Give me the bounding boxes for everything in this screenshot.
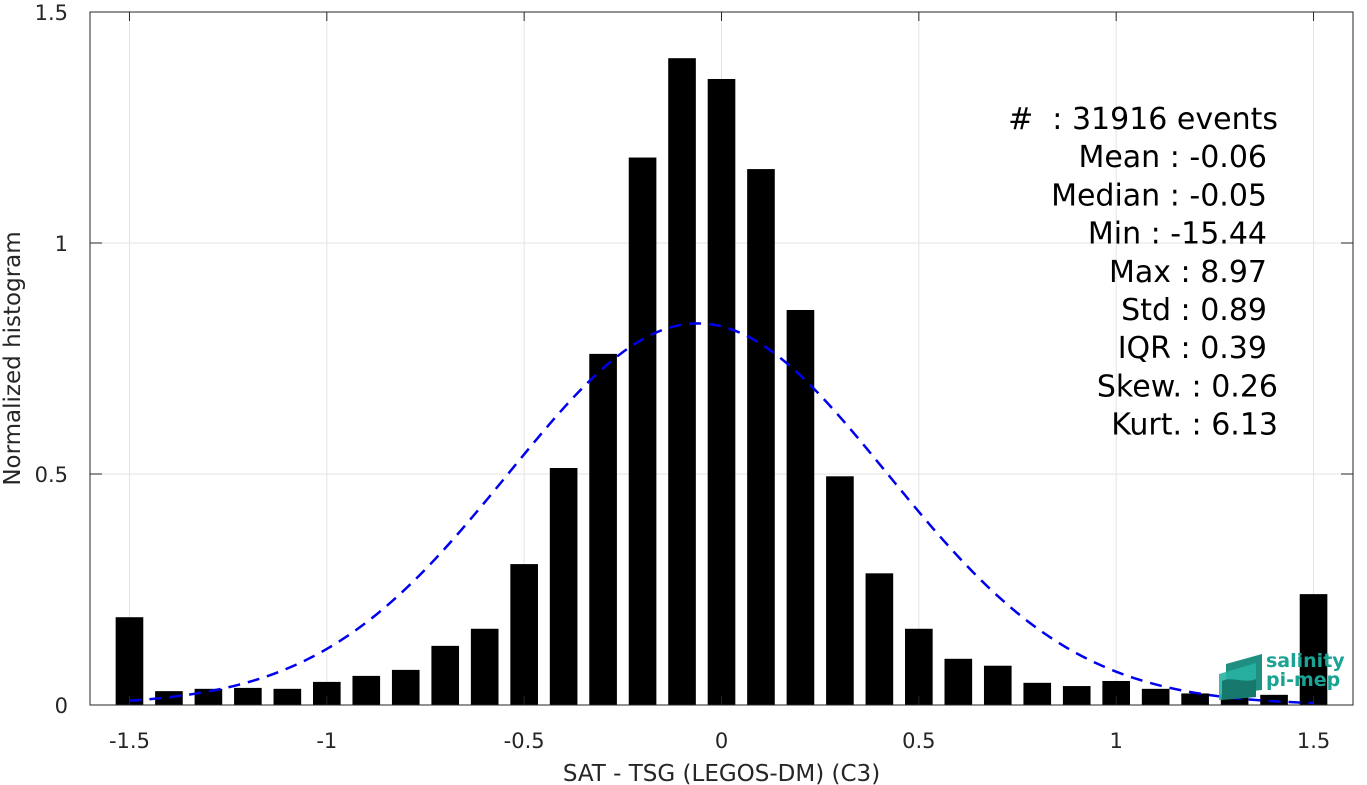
x-tick-label: -1 — [316, 729, 337, 753]
y-tick-label: 1.5 — [35, 1, 68, 25]
histogram-bar — [273, 688, 302, 705]
stat-line: # : 31916 events — [1008, 102, 1278, 137]
histogram-bar — [115, 617, 144, 705]
histogram-bar — [589, 353, 617, 705]
x-tick-label: -0.5 — [504, 729, 545, 753]
histogram-bar — [786, 309, 815, 705]
histogram-bar — [1023, 682, 1052, 705]
y-tick-label: 1 — [55, 232, 68, 256]
histogram-bar — [234, 687, 262, 705]
histogram-bar — [707, 78, 736, 706]
histogram-bar — [1141, 688, 1170, 705]
histogram-bar — [983, 665, 1012, 705]
histogram-bar — [194, 688, 223, 705]
y-tick-labels: 0 0.5 1 1.5 — [35, 1, 68, 718]
stat-line: Kurt. : 6.13 — [1111, 408, 1278, 443]
x-tick-labels: -1.5 -1 -0.5 0 0.5 1 1.5 — [109, 729, 1330, 753]
histogram-bar — [1299, 594, 1328, 705]
histogram-bar — [1220, 694, 1249, 705]
histogram-bar — [826, 476, 854, 705]
stat-line: IQR : 0.39 — [1118, 331, 1267, 366]
histogram-bar — [1260, 694, 1288, 705]
histogram-bars — [115, 58, 1328, 706]
histogram-bar — [510, 564, 538, 705]
y-tick-label: 0.5 — [35, 463, 68, 487]
stat-line: Max : 8.97 — [1109, 255, 1267, 290]
histogram-bar — [668, 58, 696, 705]
histogram-bar — [312, 681, 341, 705]
x-tick-label: 1 — [1110, 729, 1123, 753]
x-axis-label: SAT - TSG (LEGOS-DM) (C3) — [563, 761, 880, 785]
salinity-pi-mep-logo: salinity pi-mep — [1219, 650, 1345, 700]
stat-line: Mean : -0.06 — [1078, 140, 1267, 175]
histogram-bar — [549, 467, 578, 705]
histogram-bar — [391, 669, 420, 705]
histogram-bar — [1062, 686, 1091, 705]
logo-text-salinity: salinity — [1266, 650, 1345, 672]
x-tick-label: -1.5 — [109, 729, 150, 753]
stat-line: Skew. : 0.26 — [1097, 369, 1278, 404]
histogram-bar — [1181, 693, 1209, 705]
histogram-bar — [865, 573, 894, 705]
y-tick-label: 0 — [55, 694, 68, 718]
histogram-bar — [352, 675, 381, 705]
histogram-bar — [470, 628, 499, 705]
logo-mark-icon — [1219, 654, 1262, 700]
x-tick-label: 0 — [715, 729, 728, 753]
x-tick-label: 1.5 — [1297, 729, 1330, 753]
histogram-bar — [628, 157, 657, 705]
stat-line: Median : -0.05 — [1051, 178, 1267, 213]
histogram-bar — [155, 691, 183, 705]
x-tick-label: 0.5 — [902, 729, 935, 753]
y-axis-label: Normalized histogram — [0, 231, 26, 485]
logo-text-pi-mep: pi-mep — [1266, 669, 1340, 691]
stat-line: Min : -15.44 — [1088, 217, 1267, 252]
gaussian-fit-curve — [129, 322, 1314, 705]
axis-ticks — [90, 11, 1353, 706]
histogram-bar — [905, 628, 933, 705]
histogram-bar — [747, 169, 775, 705]
stat-line: Std : 0.89 — [1121, 293, 1267, 328]
histogram-bar — [944, 658, 973, 705]
histogram-bar — [431, 645, 460, 705]
